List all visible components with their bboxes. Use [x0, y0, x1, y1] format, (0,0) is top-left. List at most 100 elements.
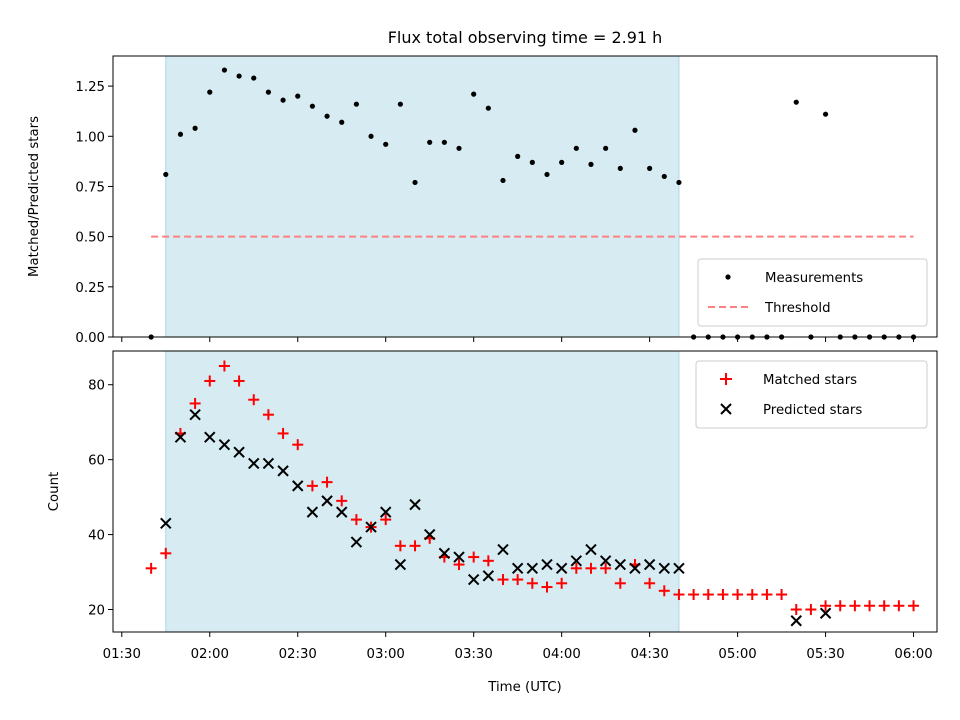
predicted-star-point: [262, 457, 275, 470]
matched-star-point: [585, 562, 597, 574]
x-tick-label: 01:30: [103, 647, 141, 662]
x-tick-label: 04:30: [630, 647, 668, 662]
bottom-y-axis-label: Count: [47, 472, 62, 512]
top-axes-frame: [112, 55, 938, 338]
matched-star-point: [834, 600, 846, 612]
matched-star-point: [776, 589, 788, 601]
measurement-point: [309, 103, 316, 109]
top-y-tick-label: 1.25: [75, 80, 105, 95]
predicted-star-point: [292, 480, 304, 492]
matched-star-point: [702, 589, 714, 601]
ratio-panel: 0.00 0.25 0.50 0.75 1.00 1.25 Flux total obse…: [27, 28, 938, 346]
predicted-star-point: [511, 562, 524, 575]
bottom-x-ticks: 01:30 02:00 02:30 03:00 03:30 04:00 04:30 05:00…: [103, 632, 933, 662]
predicted-star-point: [673, 562, 685, 575]
matched-star-point: [248, 394, 260, 406]
predicted-star-point: [336, 506, 348, 518]
predicted-star-point: [233, 446, 245, 458]
matched-star-point: [394, 540, 406, 552]
matched-star-point: [497, 574, 509, 586]
predicted-star-point: [174, 431, 187, 443]
measurement-point: [251, 75, 257, 81]
matched-star-point: [189, 397, 201, 409]
matched-star-point: [864, 600, 876, 612]
measurement-point: [265, 89, 272, 95]
matched-star-point: [908, 600, 920, 612]
x-tick-label: 05:30: [806, 647, 844, 662]
matched-star-point: [673, 589, 685, 601]
predicted-star-point: [585, 543, 597, 556]
predicted-star-point: [658, 562, 670, 575]
matched-star-point: [717, 589, 729, 601]
measurement-point: [353, 101, 359, 107]
predicted-star-point: [189, 408, 201, 421]
matched-star-point: [746, 589, 758, 601]
measurement-point: [793, 99, 799, 105]
predicted-star-point: [629, 562, 641, 575]
matched-star-point: [321, 476, 333, 488]
matched-star-point: [790, 604, 802, 616]
bottom-y-tick-label: 80: [88, 379, 105, 394]
matched-star-point: [160, 547, 172, 559]
matched-star-point: [380, 514, 392, 526]
bottom-y-tick-label: 40: [88, 529, 105, 544]
measurement-point: [383, 141, 389, 147]
top-y-tick-label: 0.00: [75, 331, 105, 346]
matched-star-point: [145, 562, 157, 574]
predicted-star-point: [526, 562, 539, 575]
bottom-y-tick-label: 20: [88, 604, 105, 619]
bottom-y-ticks: 20 40 60 80: [88, 379, 113, 619]
measurement-point: [603, 145, 609, 151]
top-y-tick-label: 1.00: [75, 130, 105, 145]
measurement-point: [236, 73, 242, 79]
x-tick-label: 05:00: [718, 647, 756, 662]
matched-star-point: [277, 427, 289, 439]
predicted-star-point: [277, 465, 289, 477]
matched-star-point: [893, 600, 905, 612]
matched-star-point: [453, 559, 465, 571]
x-tick-label: 02:00: [191, 647, 229, 662]
x-tick-label: 06:00: [894, 647, 932, 662]
measurement-point: [221, 67, 228, 73]
matched-star-point: [556, 577, 568, 589]
matched-star-point: [878, 600, 890, 612]
top-y-ticks: 0.00 0.25 0.50 0.75 1.00 1.25: [75, 80, 113, 346]
measurement-point: [397, 101, 403, 107]
predicted-star-point: [248, 457, 260, 470]
measurement-point: [529, 159, 535, 165]
predicted-star-point: [394, 558, 407, 571]
measurement-point: [573, 145, 579, 151]
chart-title: Flux total observing time = 2.91 h: [388, 28, 663, 47]
measurement-point: [588, 161, 594, 167]
x-tick-label: 03:30: [455, 647, 493, 662]
predicted-star-point: [497, 543, 509, 556]
matched-star-point: [600, 562, 612, 574]
matched-star-point: [350, 514, 362, 526]
predicted-star-point: [570, 555, 583, 567]
bottom-legend: Matched stars Predicted stars: [695, 360, 928, 429]
matched-star-point: [482, 555, 494, 567]
measurement-point: [427, 139, 433, 145]
predicted-star-point: [541, 558, 553, 571]
measurement-point: [544, 171, 550, 178]
predicted-star-point: [453, 551, 465, 563]
matched-star-point: [644, 577, 656, 589]
predicted-star-point: [643, 558, 656, 571]
legend-measurements-label: Measurements: [765, 271, 863, 286]
predicted-star-point: [380, 506, 392, 518]
matched-star-point: [526, 577, 538, 589]
measurement-point: [441, 139, 447, 145]
matched-star-point: [688, 589, 700, 601]
measurement-point: [412, 179, 418, 186]
predicted-star-point: [790, 615, 802, 627]
measurement-point: [324, 113, 330, 119]
measurement-point: [471, 91, 477, 97]
measurement-point: [295, 93, 301, 99]
legend-predicted-label: Predicted stars: [763, 403, 862, 418]
matched-star-point: [292, 439, 304, 451]
matched-star-point: [658, 585, 670, 597]
predicted-star-point: [467, 573, 480, 586]
predicted-star-point: [160, 517, 172, 530]
top-legend: Measurements Threshold: [697, 258, 928, 327]
